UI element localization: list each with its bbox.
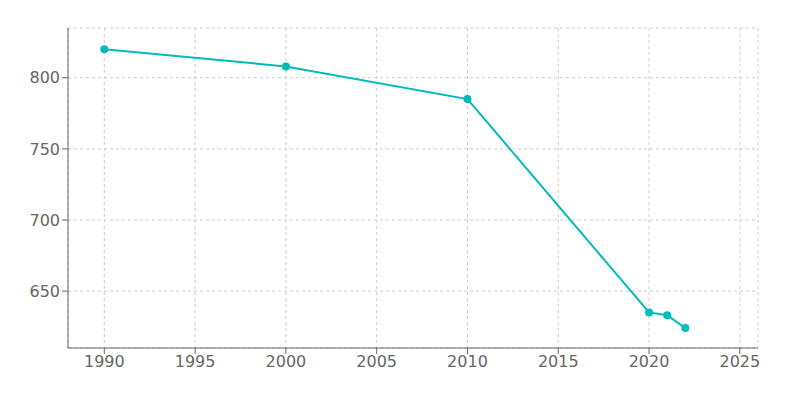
svg-text:2025: 2025 bbox=[719, 352, 760, 371]
svg-text:800: 800 bbox=[29, 68, 60, 87]
svg-text:1995: 1995 bbox=[175, 352, 216, 371]
svg-text:750: 750 bbox=[29, 140, 60, 159]
svg-text:2000: 2000 bbox=[266, 352, 307, 371]
svg-text:2010: 2010 bbox=[447, 352, 488, 371]
svg-text:700: 700 bbox=[29, 211, 60, 230]
svg-text:2020: 2020 bbox=[629, 352, 670, 371]
svg-text:1990: 1990 bbox=[84, 352, 125, 371]
svg-text:650: 650 bbox=[29, 282, 60, 301]
svg-text:2015: 2015 bbox=[538, 352, 579, 371]
svg-text:2005: 2005 bbox=[356, 352, 397, 371]
